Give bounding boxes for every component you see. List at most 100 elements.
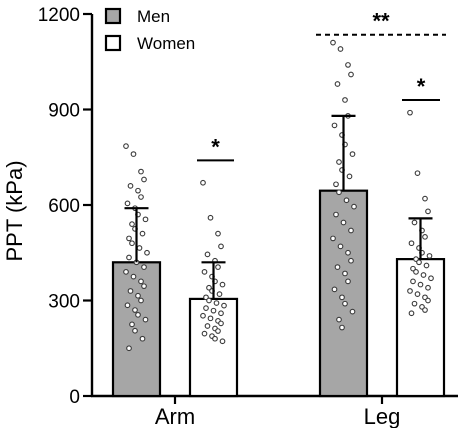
point-leg-women bbox=[414, 291, 421, 297]
point-leg-men bbox=[337, 46, 344, 52]
point-leg-men bbox=[349, 151, 356, 157]
point-arm-women bbox=[221, 302, 227, 309]
point-arm-women bbox=[203, 305, 209, 311]
point-arm-men bbox=[141, 176, 147, 183]
point-leg-men bbox=[348, 227, 354, 234]
point-leg-men bbox=[349, 308, 356, 315]
point-arm-men bbox=[123, 269, 129, 275]
point-leg-men bbox=[348, 257, 354, 264]
point-arm-men bbox=[136, 245, 143, 251]
point-arm-women bbox=[207, 214, 214, 221]
significance-markers: **** bbox=[197, 9, 446, 162]
point-leg-women bbox=[408, 240, 415, 247]
point-leg-women bbox=[425, 284, 431, 291]
legend-swatch-women bbox=[104, 34, 122, 52]
point-arm-men bbox=[130, 273, 137, 280]
point-arm-men bbox=[138, 297, 144, 304]
point-leg-women bbox=[423, 262, 430, 269]
point-arm-men bbox=[127, 183, 134, 189]
point-arm-men bbox=[144, 249, 150, 256]
point-arm-women bbox=[210, 307, 217, 314]
point-arm-women bbox=[200, 312, 206, 319]
point-leg-men bbox=[342, 97, 348, 103]
point-arm-men bbox=[132, 327, 138, 334]
significance-label-1: * bbox=[211, 134, 220, 159]
bars bbox=[111, 189, 446, 398]
point-arm-men bbox=[126, 235, 132, 242]
point-leg-women bbox=[426, 253, 433, 259]
point-leg-women bbox=[422, 233, 428, 240]
point-arm-women bbox=[201, 330, 208, 337]
point-arm-men bbox=[142, 316, 149, 323]
y-tick-label-300: 300 bbox=[48, 292, 80, 313]
point-arm-women bbox=[216, 291, 223, 297]
point-arm-women bbox=[201, 269, 208, 275]
point-leg-men bbox=[346, 173, 353, 180]
point-leg-women bbox=[422, 307, 428, 313]
y-axis-title: PPT (kPa) bbox=[2, 160, 27, 261]
point-leg-men bbox=[345, 249, 351, 256]
x-tick-label-arm: Arm bbox=[155, 404, 195, 428]
point-leg-women bbox=[425, 297, 431, 304]
point-arm-women bbox=[212, 335, 218, 342]
significance-label-2: * bbox=[417, 74, 426, 99]
point-leg-women bbox=[420, 272, 427, 278]
point-arm-men bbox=[135, 292, 141, 299]
point-leg-women bbox=[407, 288, 413, 294]
point-arm-men bbox=[138, 168, 144, 175]
point-leg-men bbox=[336, 189, 342, 196]
point-arm-men bbox=[142, 216, 149, 223]
point-arm-men bbox=[127, 288, 134, 294]
point-leg-men bbox=[345, 62, 351, 68]
point-arm-men bbox=[126, 345, 132, 352]
point-arm-women bbox=[207, 315, 214, 322]
point-leg-men bbox=[334, 81, 341, 87]
point-leg-men bbox=[342, 270, 348, 277]
point-leg-men bbox=[333, 211, 339, 218]
point-leg-women bbox=[411, 300, 418, 307]
point-arm-men bbox=[130, 151, 137, 157]
point-arm-men bbox=[123, 143, 129, 149]
point-arm-men bbox=[132, 307, 138, 313]
point-arm-women bbox=[206, 297, 212, 304]
significance-label-3: ** bbox=[372, 9, 390, 34]
bar-arm-women bbox=[188, 297, 239, 398]
point-leg-men bbox=[339, 324, 345, 331]
point-leg-women bbox=[422, 195, 428, 202]
point-leg-women bbox=[407, 109, 413, 116]
point-arm-women bbox=[215, 264, 221, 270]
point-arm-men bbox=[138, 278, 144, 285]
point-leg-men bbox=[330, 235, 336, 242]
bar-leg-women bbox=[395, 258, 446, 398]
legend-label-men: Men bbox=[137, 7, 170, 26]
point-leg-women bbox=[417, 281, 424, 288]
point-arm-women bbox=[204, 323, 211, 329]
point-leg-men bbox=[339, 294, 345, 301]
point-arm-men bbox=[135, 311, 141, 318]
point-leg-women bbox=[408, 310, 415, 317]
y-tick-label-1200: 1200 bbox=[38, 5, 80, 26]
point-leg-men bbox=[343, 197, 350, 204]
point-leg-women bbox=[414, 170, 421, 177]
point-leg-men bbox=[333, 181, 339, 188]
legend-swatch-men bbox=[104, 7, 122, 25]
point-leg-women bbox=[425, 208, 431, 215]
y-tick-label-600: 600 bbox=[48, 196, 80, 217]
point-arm-men bbox=[124, 302, 131, 309]
point-leg-men bbox=[334, 264, 341, 270]
point-arm-men bbox=[129, 321, 135, 328]
point-leg-women bbox=[428, 275, 434, 282]
point-arm-men bbox=[139, 230, 146, 237]
point-arm-men bbox=[141, 283, 147, 290]
point-arm-women bbox=[218, 243, 224, 250]
point-arm-women bbox=[219, 281, 226, 288]
point-arm-women bbox=[215, 230, 221, 237]
point-arm-women bbox=[218, 320, 224, 327]
point-leg-men bbox=[348, 71, 354, 78]
point-leg-men bbox=[351, 203, 357, 210]
point-leg-men bbox=[345, 278, 351, 285]
point-arm-women bbox=[200, 179, 206, 186]
point-leg-men bbox=[330, 39, 336, 46]
data-points bbox=[123, 39, 434, 352]
point-leg-women bbox=[411, 219, 418, 226]
